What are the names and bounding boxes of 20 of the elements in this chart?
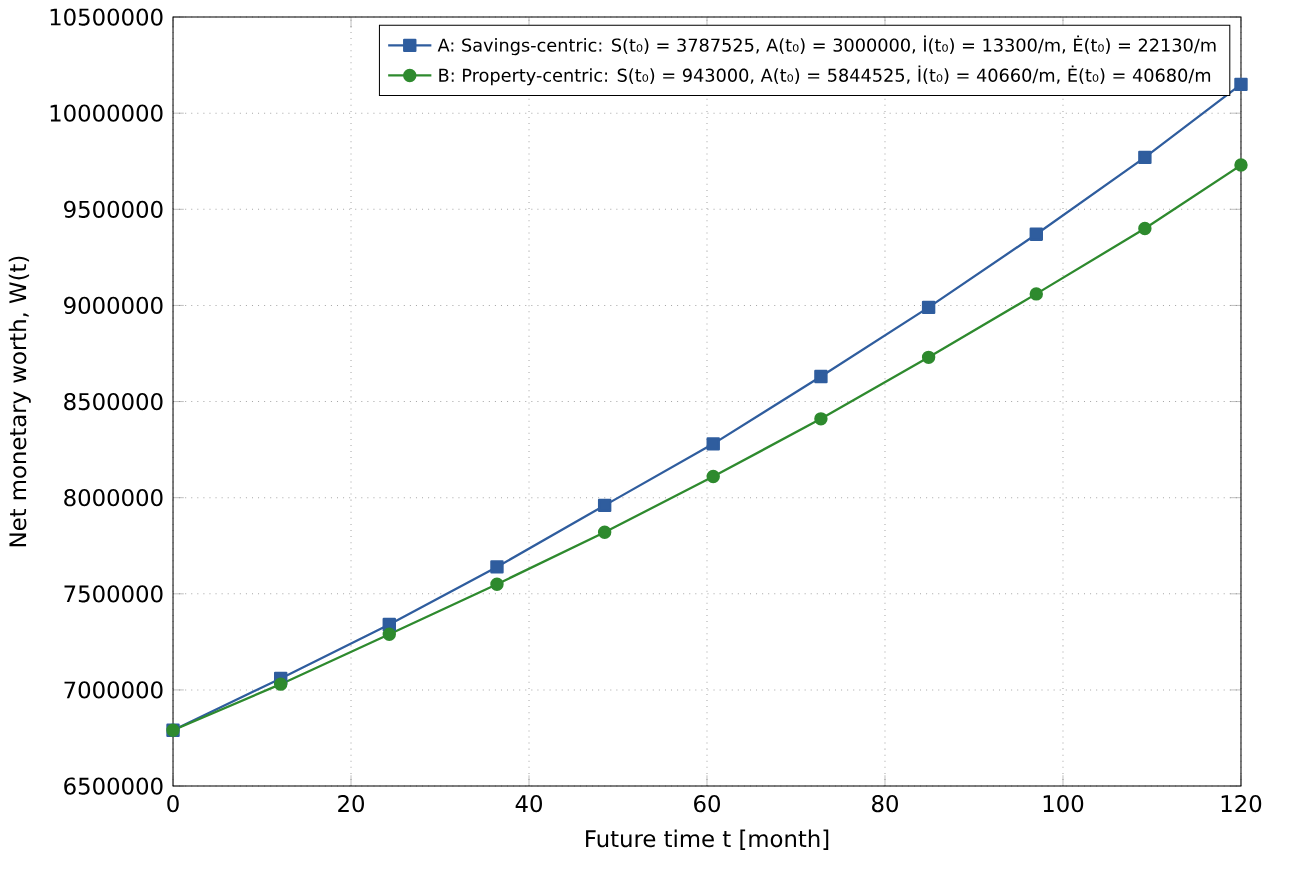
x-tick-label: 100 bbox=[1043, 794, 1084, 813]
x-tick-label: 80 bbox=[872, 794, 898, 813]
x-tick-label: 120 bbox=[1221, 794, 1262, 813]
legend-label: B: Property-centric: S(t₀) = 943000, A(t₀) = 5844525, İ(t₀) = 40660/m, Ė(t₀) = 40680/m bbox=[439, 65, 1211, 86]
y-tick-label: 6500000 bbox=[64, 777, 163, 795]
y-tick-label: 9500000 bbox=[64, 200, 163, 218]
y-tick-label: 7000000 bbox=[64, 681, 163, 699]
x-axis-title: Future time t [month] bbox=[586, 829, 829, 850]
x-tick-label: 20 bbox=[338, 794, 364, 813]
x-tick-label: 40 bbox=[515, 794, 542, 813]
x-tick-label: 60 bbox=[694, 794, 720, 813]
y-tick-label: 8500000 bbox=[64, 392, 163, 411]
legend-label: A: Savings-centric: S(t₀) = 3787525, A(t₀) = 3000000, İ(t₀) = 13300/m, Ė(t₀) = 22130/m bbox=[437, 35, 1216, 56]
x-tick-label: 0 bbox=[167, 794, 179, 813]
y-tick-label: 9000000 bbox=[64, 296, 163, 315]
y-tick-label: 8000000 bbox=[64, 489, 163, 507]
y-tick-label: 10000000 bbox=[50, 104, 163, 122]
y-tick-label: 10500000 bbox=[50, 8, 163, 26]
y-tick-label: 7500000 bbox=[64, 585, 163, 603]
y-axis-title: Net monetary worth, W(t) bbox=[8, 256, 31, 547]
